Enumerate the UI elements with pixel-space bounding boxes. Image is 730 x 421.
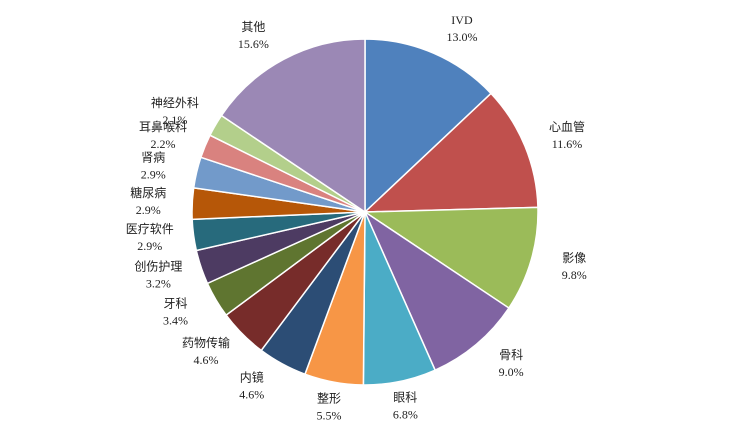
category-label: 糖尿病	[130, 185, 166, 200]
value-label: 2.9%	[137, 239, 162, 253]
value-label: 2.2%	[150, 137, 175, 151]
category-label: 骨科	[499, 348, 523, 362]
value-label: 15.6%	[238, 37, 269, 51]
category-label: 其他	[241, 20, 265, 34]
value-label: 5.5%	[316, 408, 341, 421]
value-label: 2.9%	[136, 203, 161, 217]
value-label: 3.4%	[163, 314, 188, 328]
value-label: 2.9%	[141, 167, 166, 181]
pie-slice	[363, 209, 510, 372]
value-label: 4.6%	[239, 387, 264, 401]
category-label: 药物传输	[182, 335, 230, 350]
category-label: 肾病	[141, 149, 165, 164]
value-label: 11.6%	[552, 137, 583, 151]
category-label: 眼科	[393, 391, 417, 405]
category-label: 影像	[562, 251, 586, 265]
value-label: 9.0%	[499, 365, 524, 379]
value-label: 9.8%	[562, 268, 587, 282]
category-label: 整形	[317, 390, 341, 405]
pie-slice	[364, 38, 493, 214]
category-label: 医疗软件	[126, 222, 174, 236]
pie-slice	[220, 38, 366, 214]
pie-slice	[362, 206, 539, 310]
pie-slice	[363, 92, 539, 213]
value-label: 6.8%	[393, 408, 418, 421]
value-label: 2.1%	[162, 113, 187, 127]
value-label: 4.6%	[193, 353, 218, 367]
category-label: 耳鼻喉科	[139, 119, 187, 134]
category-label: 牙科	[163, 297, 187, 311]
category-label: 心血管	[549, 119, 585, 134]
category-label: 创伤护理	[134, 259, 182, 273]
category-label: 内镜	[240, 369, 264, 384]
category-label: IVD	[451, 13, 473, 27]
value-label: 13.0%	[446, 30, 477, 44]
category-label: 神经外科	[151, 96, 199, 110]
value-label: 3.2%	[146, 276, 171, 290]
